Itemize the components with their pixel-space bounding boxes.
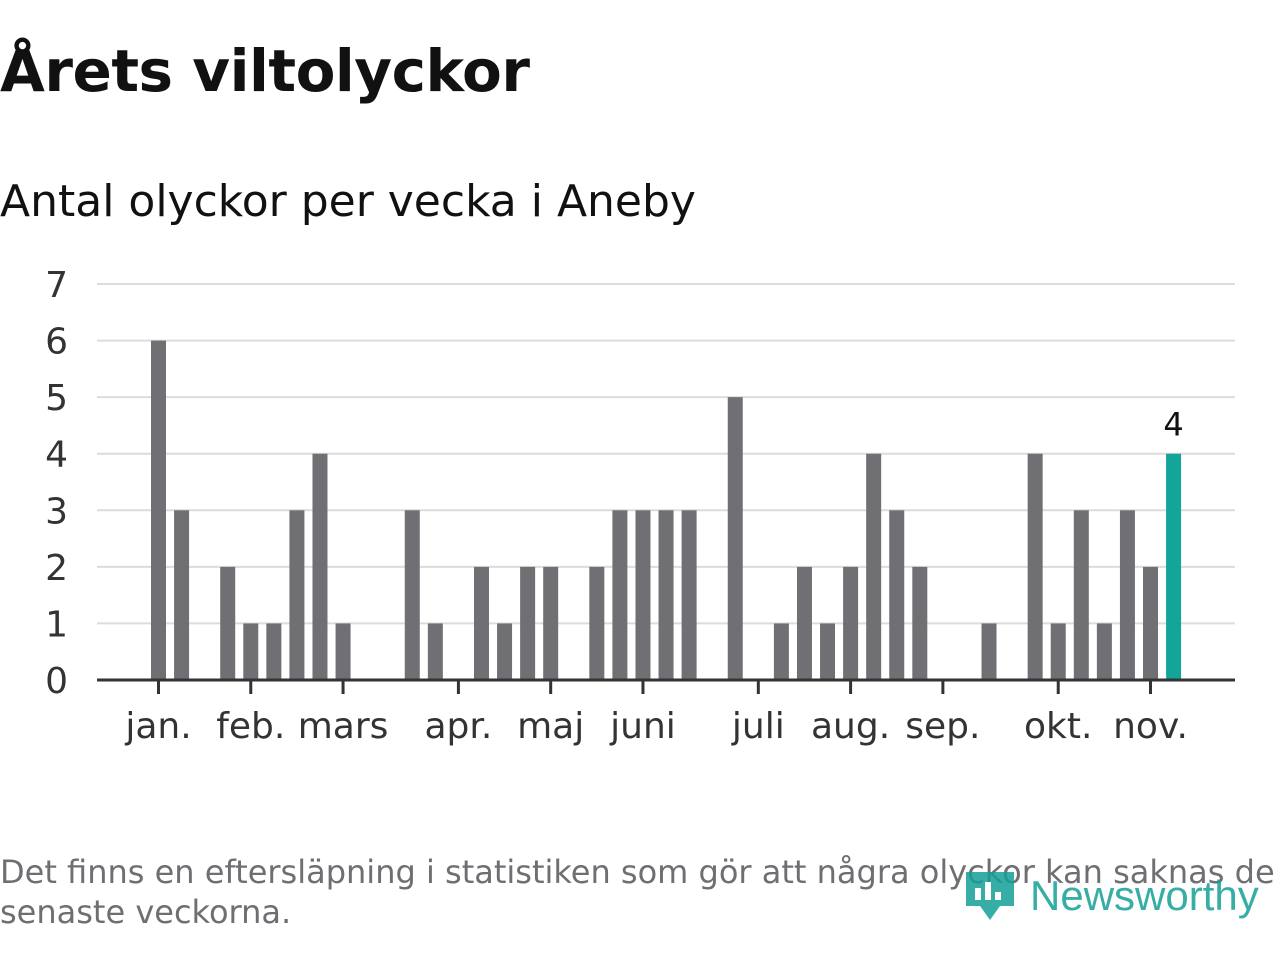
bar <box>151 340 166 680</box>
bar <box>796 566 812 680</box>
x-tick-label: okt. <box>1024 706 1092 747</box>
x-tick-label: aug. <box>811 706 890 747</box>
bar <box>1096 623 1112 680</box>
bar <box>266 623 282 680</box>
bar <box>1027 453 1043 680</box>
bar <box>312 453 328 680</box>
bar <box>1050 623 1066 680</box>
data-label-last: 4 <box>1163 406 1183 444</box>
footnote: Det finns en eftersläpning i statistiken… <box>0 853 1275 931</box>
bar-highlight <box>1166 453 1182 680</box>
bar <box>889 510 905 680</box>
brand-name: Newsworthy <box>1030 872 1259 919</box>
bar <box>727 397 743 680</box>
chart-title: Årets viltolyckor <box>0 37 530 105</box>
x-tick-label: apr. <box>424 706 492 747</box>
bar <box>289 510 305 680</box>
bar <box>497 623 513 680</box>
x-tick-label: feb. <box>216 706 285 747</box>
x-tick-label: juli <box>731 706 785 747</box>
x-tick-label: juni <box>609 706 676 747</box>
y-tick-label: 6 <box>45 322 68 363</box>
bar <box>773 623 789 680</box>
chart-subtitle: Antal olyckor per vecka i Aneby <box>0 176 696 227</box>
y-tick-label: 0 <box>45 661 68 702</box>
bar <box>243 623 259 680</box>
x-tick-label: maj <box>517 706 584 747</box>
y-tick-label: 7 <box>45 265 68 306</box>
bar <box>1143 566 1159 680</box>
x-tick-label: sep. <box>905 706 980 747</box>
newsworthy-logo: Newsworthy <box>964 866 1259 926</box>
bar <box>820 623 836 680</box>
y-tick-label: 1 <box>45 604 68 645</box>
bar <box>174 510 190 680</box>
bar <box>543 566 559 680</box>
bar <box>658 510 674 680</box>
bar <box>612 510 628 680</box>
bar <box>1119 510 1135 680</box>
y-tick-label: 3 <box>45 491 68 532</box>
bar <box>404 510 420 680</box>
bar <box>681 510 697 680</box>
y-tick-label: 4 <box>45 435 68 476</box>
bar-chart: 0 1 2 3 4 5 6 7 jan. feb. mars apr. maj juni juli aug. s… <box>45 265 1235 747</box>
y-tick-label: 5 <box>45 378 68 419</box>
x-tick-label: mars <box>298 706 389 747</box>
bar <box>635 510 651 680</box>
bar <box>981 623 997 680</box>
bar <box>866 453 882 680</box>
bar <box>220 566 236 680</box>
bar <box>912 566 928 680</box>
bar <box>335 623 351 680</box>
x-tick-label: jan. <box>124 706 191 747</box>
x-tick-label: nov. <box>1113 706 1188 747</box>
bar <box>1073 510 1089 680</box>
bar <box>473 566 489 680</box>
bar <box>589 566 605 680</box>
y-tick-label: 2 <box>45 548 68 589</box>
bar <box>843 566 859 680</box>
newsworthy-icon <box>966 872 1014 920</box>
bar <box>520 566 536 680</box>
bar <box>427 623 443 680</box>
